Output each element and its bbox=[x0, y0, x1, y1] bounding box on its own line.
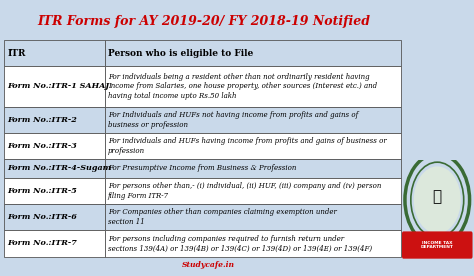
Text: Form No.:ITR-7: Form No.:ITR-7 bbox=[8, 240, 77, 248]
Text: ITR: ITR bbox=[8, 49, 26, 58]
Bar bbox=[4, 40, 105, 67]
Text: For persons including companies required to furnish return under
sections 139(4A: For persons including companies required… bbox=[108, 235, 372, 252]
Bar bbox=[4, 159, 105, 177]
Bar bbox=[105, 159, 401, 177]
Text: ITR Forms for AY 2019-20/ FY 2018-19 Notified: ITR Forms for AY 2019-20/ FY 2018-19 Not… bbox=[37, 15, 370, 28]
Text: For Companies other than companies claiming exemption under
section 11: For Companies other than companies claim… bbox=[108, 208, 337, 226]
Bar bbox=[4, 133, 105, 159]
Bar bbox=[4, 230, 105, 257]
Text: Studycafe.in: Studycafe.in bbox=[182, 261, 235, 269]
Text: INCOME TAX
DEPARTMENT: INCOME TAX DEPARTMENT bbox=[421, 241, 454, 250]
Bar bbox=[105, 40, 401, 67]
Bar bbox=[105, 133, 401, 159]
Bar bbox=[105, 177, 401, 204]
Bar bbox=[4, 67, 105, 107]
Text: For individuals and HUFs having income from profits and gains of business or
pro: For individuals and HUFs having income f… bbox=[108, 137, 387, 155]
Bar bbox=[4, 177, 105, 204]
Bar bbox=[4, 107, 105, 133]
Text: 🏛: 🏛 bbox=[433, 189, 442, 204]
Text: For persons other than,- (i) individual, (ii) HUF, (iii) company and (iv) person: For persons other than,- (i) individual,… bbox=[108, 182, 381, 200]
Text: For Presumptive Income from Business & Profession: For Presumptive Income from Business & P… bbox=[108, 164, 296, 172]
Bar bbox=[105, 204, 401, 230]
Bar bbox=[105, 230, 401, 257]
Text: Form No.:ITR-6: Form No.:ITR-6 bbox=[8, 213, 77, 221]
Bar bbox=[4, 204, 105, 230]
Text: For individuals being a resident other than not ordinarily resident having
Incom: For individuals being a resident other t… bbox=[108, 73, 377, 100]
Bar bbox=[105, 107, 401, 133]
Bar bbox=[105, 67, 401, 107]
Circle shape bbox=[414, 166, 461, 233]
Text: Form No.:ITR-4-Sugam: Form No.:ITR-4-Sugam bbox=[8, 164, 112, 172]
Text: For Individuals and HUFs not having income from profits and gains of
business or: For Individuals and HUFs not having inco… bbox=[108, 111, 358, 129]
Text: Form No.:ITR-3: Form No.:ITR-3 bbox=[8, 142, 77, 150]
Text: Form No.:ITR-5: Form No.:ITR-5 bbox=[8, 187, 77, 195]
FancyBboxPatch shape bbox=[402, 231, 473, 259]
Text: Form No.:ITR-2: Form No.:ITR-2 bbox=[8, 116, 77, 124]
Text: Person who is eligible to File: Person who is eligible to File bbox=[108, 49, 253, 58]
Text: Form No.:ITR-1 SAHAJ: Form No.:ITR-1 SAHAJ bbox=[8, 83, 109, 91]
